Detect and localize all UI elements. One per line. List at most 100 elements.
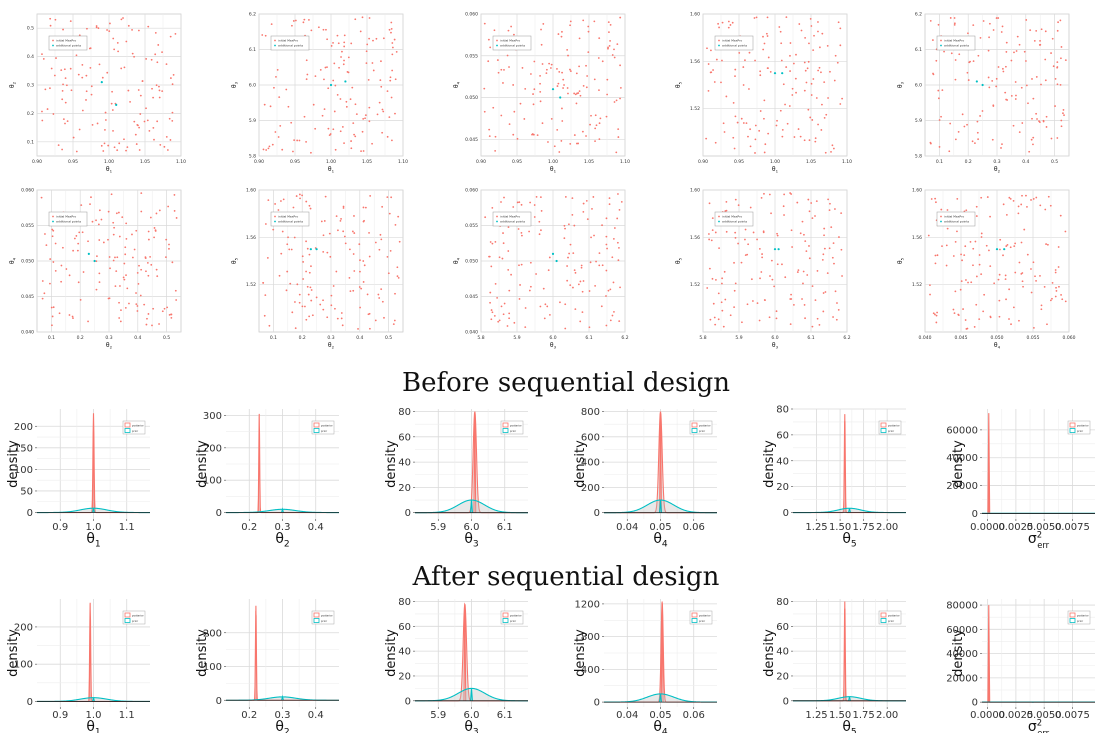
initial-point [963, 125, 966, 128]
initial-point [737, 204, 740, 207]
initial-point [1032, 97, 1035, 100]
initial-point [129, 100, 131, 103]
initial-point [324, 66, 327, 69]
initial-point [332, 41, 334, 44]
initial-point [606, 247, 608, 250]
initial-point [110, 102, 113, 105]
initial-point [101, 76, 104, 79]
initial-point [734, 282, 737, 285]
initial-point [823, 227, 826, 230]
initial-point [988, 249, 990, 252]
initial-point [1054, 105, 1056, 107]
initial-point [721, 59, 723, 62]
initial-point [810, 25, 813, 27]
initial-point [282, 198, 285, 201]
initial-point [389, 79, 392, 82]
initial-point [1013, 51, 1015, 54]
initial-point [788, 105, 791, 107]
legend-box [48, 211, 88, 227]
initial-point [144, 257, 147, 260]
initial-point [581, 290, 584, 293]
legend-key-prior [880, 618, 887, 623]
initial-point [98, 209, 101, 212]
initial-point [264, 223, 267, 225]
initial-point [89, 203, 91, 206]
initial-point [491, 242, 494, 245]
initial-point [138, 149, 141, 151]
x-tick-label: 0.1 [48, 335, 55, 341]
additional-point [781, 72, 784, 75]
initial-point [818, 66, 821, 69]
initial-point [372, 39, 374, 42]
initial-point [571, 197, 574, 200]
initial-point [360, 287, 363, 290]
initial-point [135, 229, 138, 232]
initial-point [490, 265, 493, 268]
initial-point [823, 247, 826, 250]
initial-point [1009, 198, 1012, 200]
initial-point [966, 123, 968, 126]
initial-point [61, 148, 64, 151]
initial-point [802, 282, 804, 285]
initial-point [98, 281, 101, 284]
initial-point [940, 208, 943, 211]
initial-point [310, 289, 313, 291]
initial-point [512, 133, 515, 136]
initial-point [322, 299, 324, 302]
initial-point [992, 29, 995, 31]
initial-point [578, 37, 581, 40]
initial-point [612, 237, 615, 240]
initial-point [147, 230, 150, 233]
initial-point [123, 262, 126, 265]
initial-point [720, 301, 723, 304]
initial-point [954, 78, 957, 81]
initial-point [776, 263, 779, 266]
initial-point [337, 229, 339, 232]
initial-point [124, 253, 127, 256]
initial-point [618, 209, 621, 211]
initial-point [789, 70, 791, 72]
initial-point [168, 313, 171, 316]
legend-key-prior [124, 428, 131, 433]
x-tick-label: 0.2 [241, 710, 257, 721]
initial-point [174, 289, 177, 292]
legend-marker-initial [52, 215, 54, 218]
initial-point [763, 99, 766, 102]
initial-point [278, 96, 281, 99]
initial-point [493, 314, 496, 317]
y-tick-label: 0 [27, 508, 33, 519]
initial-point [964, 319, 967, 321]
initial-point [727, 20, 730, 23]
initial-point [272, 228, 275, 231]
initial-point [580, 266, 583, 269]
legend-label-additional: additional points [944, 220, 970, 224]
initial-point [1030, 291, 1033, 294]
initial-point [827, 198, 830, 201]
legend-key-posterior [124, 612, 131, 618]
initial-point [266, 257, 269, 259]
y-axis-label: θ5 [675, 257, 683, 264]
initial-point [165, 238, 168, 241]
initial-point [811, 285, 814, 287]
initial-point [946, 227, 949, 230]
initial-point [582, 84, 585, 87]
initial-point [544, 303, 547, 306]
initial-point [717, 22, 720, 25]
x-tick-label: 6.0 [771, 335, 778, 341]
initial-point [988, 36, 990, 39]
initial-point [1036, 118, 1038, 120]
initial-point [1056, 29, 1059, 32]
initial-point [156, 275, 159, 278]
initial-point [569, 243, 572, 246]
initial-point [601, 60, 604, 63]
initial-point [494, 135, 497, 138]
initial-point [308, 204, 311, 207]
initial-point [533, 216, 536, 218]
initial-point [539, 196, 542, 199]
legend-marker-additional [940, 220, 942, 223]
density-panel-before-3: 5.9 6.0 6.1020406080posteriorpriorθ3densit… [384, 407, 528, 550]
initial-point [542, 23, 545, 25]
initial-point [516, 201, 519, 204]
initial-point [540, 229, 542, 232]
